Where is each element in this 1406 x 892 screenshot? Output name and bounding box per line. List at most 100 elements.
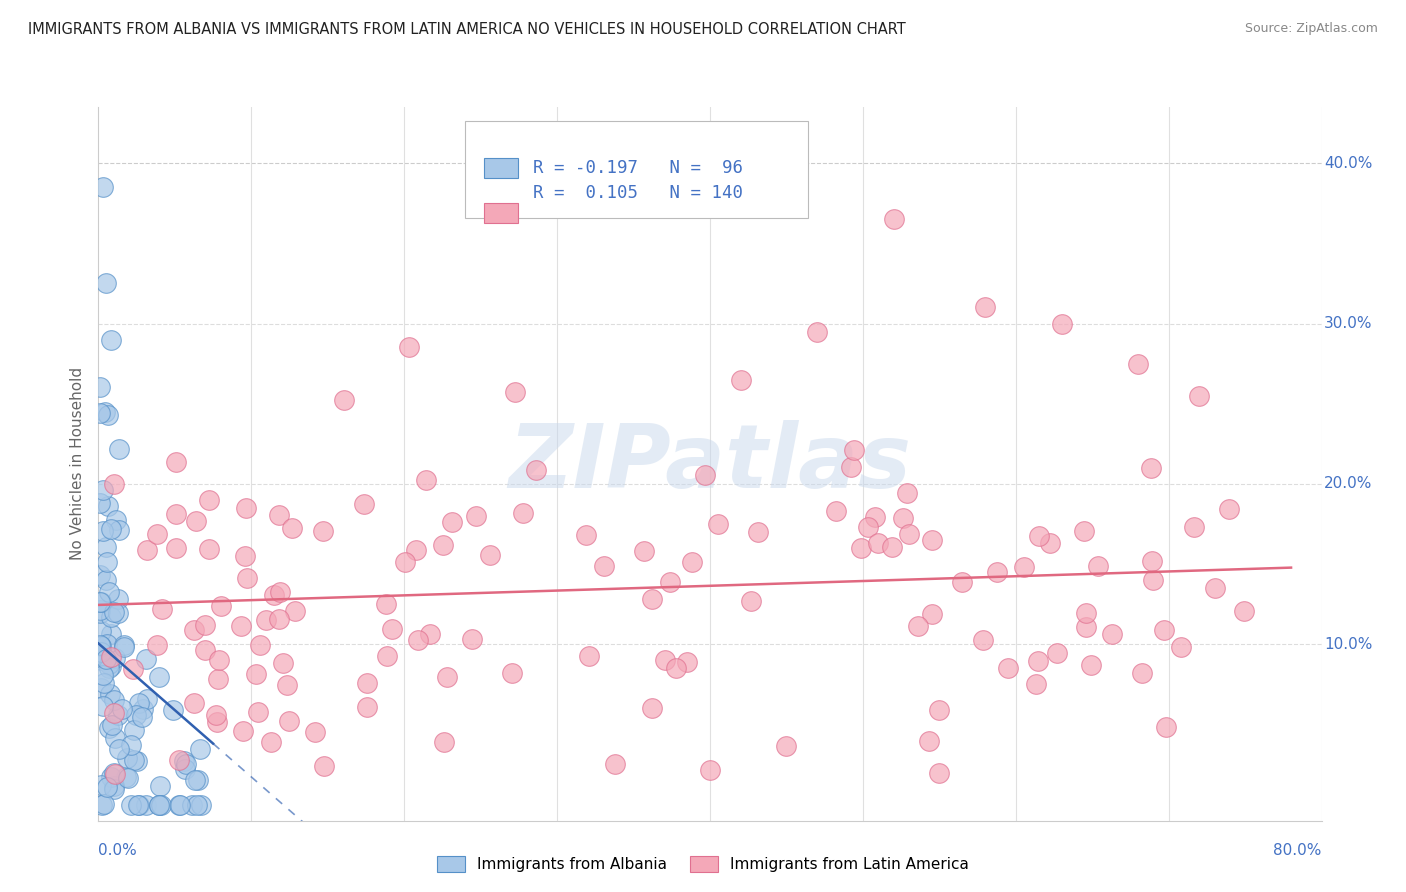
Point	[115, 750, 138, 764]
Point	[97, 408, 120, 422]
Point	[1170, 640, 1192, 654]
Point	[1101, 627, 1123, 641]
Point	[162, 703, 184, 717]
Text: 20.0%: 20.0%	[1324, 476, 1372, 491]
Point	[190, 741, 212, 756]
Point	[169, 797, 191, 812]
Point	[1142, 554, 1164, 568]
Point	[1204, 581, 1226, 595]
Point	[974, 301, 997, 315]
Point	[135, 543, 157, 558]
Point	[93, 405, 115, 419]
Point	[921, 533, 943, 547]
Point	[135, 652, 157, 666]
Point	[695, 467, 717, 482]
Point	[405, 543, 427, 558]
Point	[103, 765, 125, 780]
Point	[115, 770, 138, 784]
Point	[186, 797, 208, 812]
Point	[107, 607, 129, 621]
Point	[136, 691, 159, 706]
Point	[194, 642, 217, 657]
Point	[654, 653, 676, 667]
Point	[356, 700, 378, 714]
Point	[891, 510, 914, 524]
Point	[165, 455, 187, 469]
Point	[1153, 623, 1175, 637]
Point	[89, 567, 111, 582]
Y-axis label: No Vehicles in Household: No Vehicles in Household	[70, 368, 86, 560]
Point	[146, 526, 169, 541]
Point	[897, 527, 920, 541]
Point	[229, 619, 252, 633]
Point	[104, 651, 127, 665]
Point	[461, 632, 484, 647]
Point	[381, 623, 404, 637]
Point	[928, 765, 950, 780]
Point	[1128, 357, 1150, 371]
Point	[110, 702, 132, 716]
FancyBboxPatch shape	[465, 121, 808, 218]
Point	[972, 633, 994, 648]
Point	[97, 661, 120, 675]
Point	[1038, 535, 1060, 549]
Point	[503, 384, 526, 399]
Point	[150, 797, 173, 812]
Point	[100, 610, 122, 624]
Point	[165, 541, 187, 556]
Point	[104, 731, 127, 745]
Point	[1233, 604, 1256, 618]
Point	[176, 756, 198, 771]
Point	[174, 763, 197, 777]
Point	[896, 485, 918, 500]
Point	[90, 681, 112, 696]
Point	[928, 703, 950, 717]
Point	[375, 648, 398, 663]
Point	[90, 624, 112, 638]
Point	[512, 506, 534, 520]
Point	[641, 701, 664, 715]
Text: IMMIGRANTS FROM ALBANIA VS IMMIGRANTS FROM LATIN AMERICA NO VEHICLES IN HOUSEHOL: IMMIGRANTS FROM ALBANIA VS IMMIGRANTS FR…	[28, 22, 905, 37]
Point	[665, 661, 688, 675]
Point	[204, 707, 226, 722]
Point	[91, 180, 114, 194]
FancyBboxPatch shape	[484, 202, 517, 223]
Point	[112, 640, 135, 655]
Point	[276, 678, 298, 692]
Point	[394, 555, 416, 569]
Point	[312, 759, 335, 773]
Text: 0.0%: 0.0%	[98, 843, 138, 858]
Point	[89, 495, 111, 509]
Point	[267, 612, 290, 626]
Point	[124, 753, 146, 767]
Point	[740, 594, 762, 608]
Point	[882, 540, 904, 554]
Point	[90, 639, 112, 653]
Point	[775, 739, 797, 754]
Point	[415, 473, 437, 487]
Point	[1076, 606, 1098, 620]
Point	[127, 797, 149, 812]
Point	[184, 772, 207, 787]
Point	[1026, 654, 1049, 668]
Point	[125, 708, 148, 723]
Text: ZIPatlas: ZIPatlas	[509, 420, 911, 508]
Point	[406, 633, 429, 648]
Point	[90, 595, 112, 609]
Point	[205, 715, 228, 730]
Point	[94, 277, 117, 291]
Point	[374, 597, 396, 611]
Point	[849, 541, 872, 555]
Point	[105, 513, 128, 527]
Point	[730, 373, 752, 387]
Point	[921, 607, 943, 622]
Point	[89, 638, 111, 652]
Point	[197, 542, 219, 557]
Point	[184, 514, 207, 528]
Point	[103, 781, 125, 796]
Point	[806, 325, 828, 339]
Point	[91, 524, 114, 539]
Point	[98, 688, 121, 702]
Point	[1046, 646, 1069, 660]
Point	[633, 543, 655, 558]
